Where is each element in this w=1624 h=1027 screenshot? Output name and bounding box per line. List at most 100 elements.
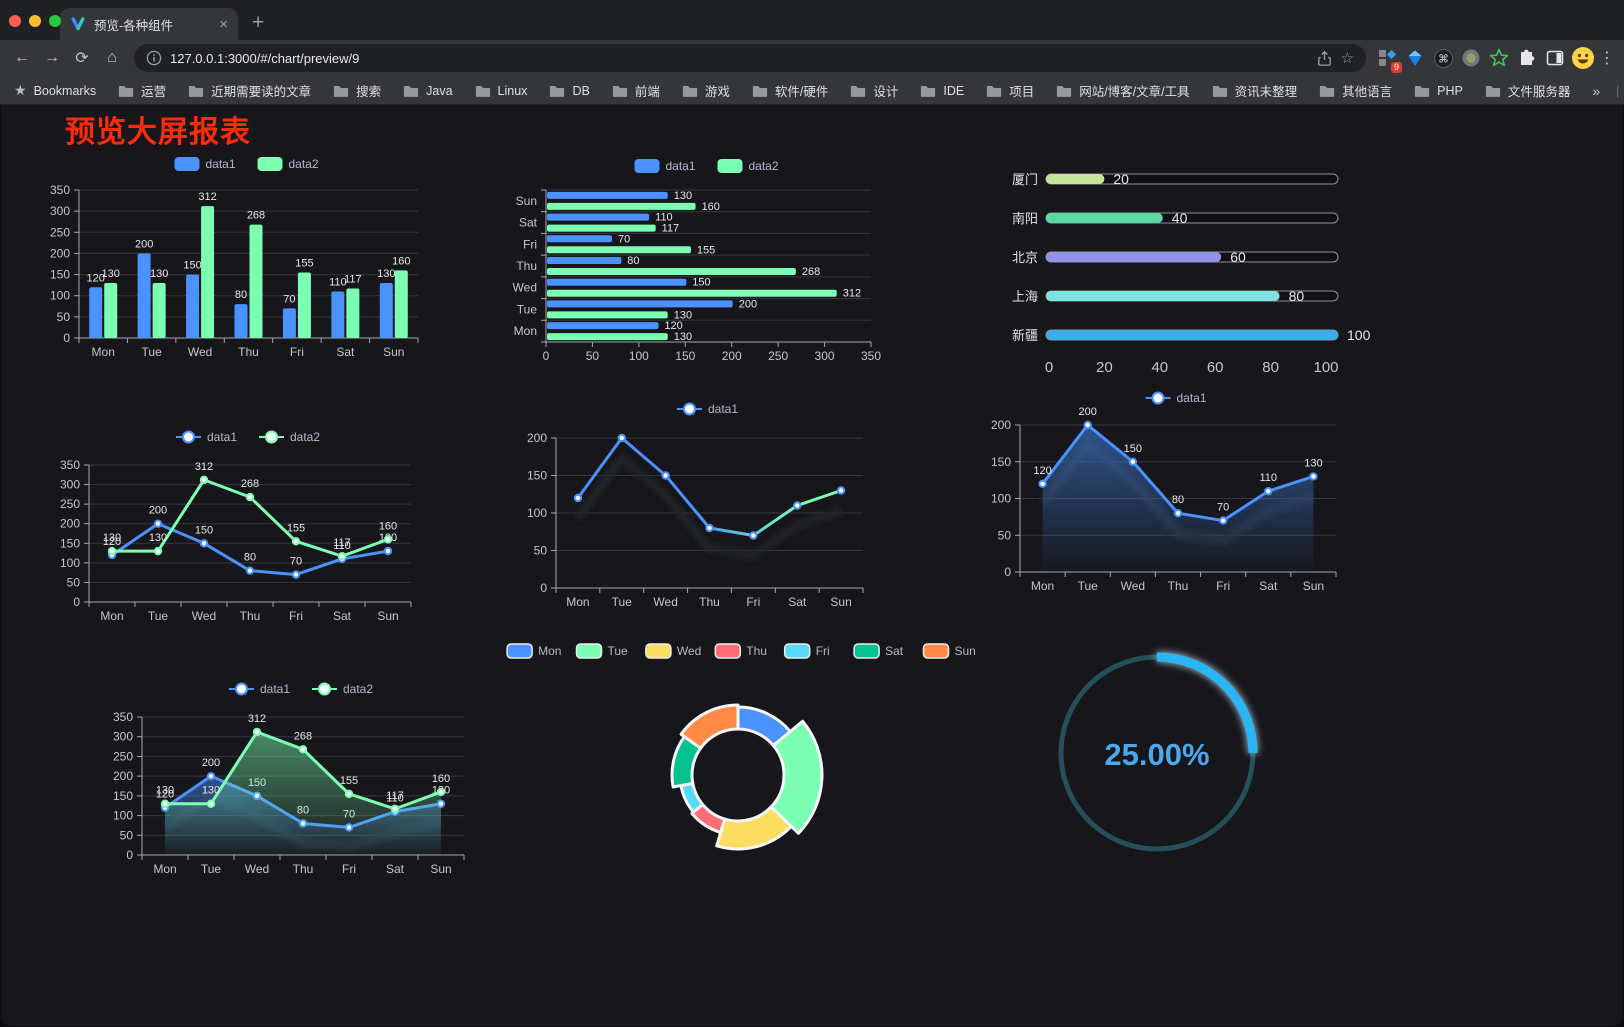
svg-text:Sun: Sun	[830, 595, 851, 609]
extension-command-icon[interactable]: ⌘	[1430, 45, 1456, 71]
extension-record-icon[interactable]	[1458, 45, 1484, 71]
svg-text:Fri: Fri	[290, 345, 304, 359]
bookmark-folder[interactable]: 资讯未整理	[1212, 81, 1297, 100]
svg-text:250: 250	[113, 749, 133, 763]
close-window-button[interactable]	[9, 15, 21, 27]
svg-text:300: 300	[60, 478, 80, 492]
bookmark-folder[interactable]: Linux	[475, 81, 527, 100]
svg-text:80: 80	[1172, 494, 1184, 506]
extension-badge: 9	[1390, 62, 1402, 73]
svg-text:80: 80	[1262, 359, 1279, 376]
chart-legend[interactable]: Mon Tue Wed Thu Fri Sat Sun	[506, 643, 976, 659]
svg-text:Tue: Tue	[612, 595, 633, 609]
svg-text:117: 117	[386, 790, 404, 802]
svg-text:155: 155	[295, 257, 313, 269]
svg-text:200: 200	[722, 349, 742, 363]
bookmark-folder[interactable]: 项目	[986, 81, 1034, 100]
extension-grid-icon[interactable]: 9	[1374, 45, 1402, 73]
chart-legend[interactable]: data1 data2	[174, 157, 319, 171]
site-info-icon[interactable]	[146, 50, 162, 66]
extension-gem-icon[interactable]	[1402, 45, 1428, 71]
minimize-window-button[interactable]	[29, 15, 41, 27]
svg-text:40: 40	[1172, 210, 1188, 226]
bookmark-folder[interactable]: 游戏	[682, 81, 730, 100]
svg-text:350: 350	[60, 458, 80, 472]
chart-legend[interactable]: data1 data2	[229, 682, 373, 696]
extensions-puzzle-icon[interactable]	[1514, 45, 1540, 71]
back-button[interactable]: ←	[14, 49, 30, 66]
svg-text:data2: data2	[749, 159, 779, 173]
svg-text:200: 200	[1079, 406, 1097, 418]
svg-text:新疆: 新疆	[1012, 328, 1038, 343]
bookmark-folder[interactable]: IDE	[920, 81, 964, 100]
svg-text:Sun: Sun	[516, 194, 537, 208]
bookmark-folder[interactable]: 设计	[850, 81, 898, 100]
svg-text:Sat: Sat	[1259, 579, 1278, 593]
svg-text:Thu: Thu	[746, 644, 767, 658]
svg-text:150: 150	[60, 536, 80, 550]
svg-text:Sat: Sat	[333, 609, 352, 623]
tab-strip: 预览-各种组件 × +	[0, 0, 1624, 40]
bookmark-folder[interactable]: Java	[403, 81, 453, 100]
svg-text:Mon: Mon	[1031, 579, 1054, 593]
bookmark-folder[interactable]: 网站/博客/文章/工具	[1056, 81, 1190, 100]
svg-text:200: 200	[202, 757, 220, 769]
svg-text:100: 100	[1347, 327, 1371, 343]
chart-legend[interactable]: data1 data2	[634, 159, 779, 173]
svg-text:北京: 北京	[1012, 250, 1038, 265]
browser-menu-icon[interactable]: ⋮	[1599, 50, 1615, 67]
bookmark-folder[interactable]: 软件/硬件	[752, 81, 828, 100]
svg-text:130: 130	[674, 190, 692, 202]
svg-text:150: 150	[183, 260, 201, 272]
bookmark-folder[interactable]: 文件服务器	[1485, 81, 1570, 100]
bookmark-folder-label: 软件/硬件	[774, 85, 829, 99]
bookmarks-right-group: » | 其他书签	[1592, 81, 1624, 100]
forward-button[interactable]: →	[44, 49, 60, 66]
svg-text:70: 70	[283, 293, 295, 305]
chart-legend[interactable]: data1	[1145, 391, 1207, 405]
svg-text:100: 100	[527, 506, 547, 520]
window-controls	[9, 15, 61, 27]
chart-bar1: data1 data2 0 50 100 150 200 250 300 350 Mon Tue Wed…	[46, 148, 466, 373]
svg-text:200: 200	[149, 505, 167, 517]
bookmarks-overflow-chevron[interactable]: »	[1592, 82, 1601, 99]
bookmark-folder[interactable]: 运营	[118, 81, 166, 100]
browser-tab[interactable]: 预览-各种组件 ×	[60, 8, 238, 40]
url-text[interactable]: 127.0.0.1:3000/#/chart/preview/9	[170, 50, 360, 66]
bookmark-folder-label: 项目	[1009, 85, 1035, 99]
home-button[interactable]: ⌂	[107, 49, 117, 66]
svg-text:200: 200	[113, 769, 133, 783]
svg-text:200: 200	[527, 431, 547, 445]
tab-close-icon[interactable]: ×	[219, 15, 228, 33]
svg-text:0: 0	[1045, 359, 1053, 376]
bookmarks-divider: |	[1616, 83, 1620, 98]
new-tab-button[interactable]: +	[252, 11, 265, 34]
bookmarks-manager[interactable]: ★ Bookmarks	[14, 82, 96, 99]
side-panel-icon[interactable]	[1542, 45, 1568, 71]
chart-legend[interactable]: data1	[677, 402, 738, 416]
svg-text:312: 312	[198, 191, 216, 203]
bookmark-folder[interactable]: 前端	[612, 81, 660, 100]
profile-avatar[interactable]	[1570, 45, 1596, 71]
bookmark-folder-label: 其他语言	[1342, 85, 1393, 99]
reload-button[interactable]: ⟳	[75, 50, 89, 67]
svg-text:300: 300	[50, 204, 70, 218]
bookmark-folder[interactable]: PHP	[1414, 81, 1463, 100]
address-bar[interactable]: 127.0.0.1:3000/#/chart/preview/9 ☆	[134, 44, 1366, 72]
svg-text:data2: data2	[289, 157, 319, 171]
chart-legend[interactable]: data1 data2	[176, 430, 320, 444]
bookmark-folder[interactable]: DB	[549, 81, 590, 100]
svg-text:150: 150	[527, 469, 547, 483]
extension-star-icon[interactable]	[1486, 45, 1512, 71]
share-icon[interactable]	[1316, 50, 1333, 67]
svg-text:268: 268	[247, 210, 265, 222]
svg-text:200: 200	[60, 517, 80, 531]
maximize-window-button[interactable]	[49, 15, 61, 27]
svg-text:130: 130	[103, 532, 121, 544]
bookmark-folder[interactable]: 其他语言	[1319, 81, 1392, 100]
svg-text:130: 130	[377, 268, 395, 280]
svg-text:Tue: Tue	[148, 609, 169, 623]
bookmark-folder[interactable]: 近期需要读的文章	[188, 81, 311, 100]
bookmark-folder[interactable]: 搜索	[333, 81, 381, 100]
bookmark-star-icon[interactable]: ☆	[1340, 50, 1354, 67]
